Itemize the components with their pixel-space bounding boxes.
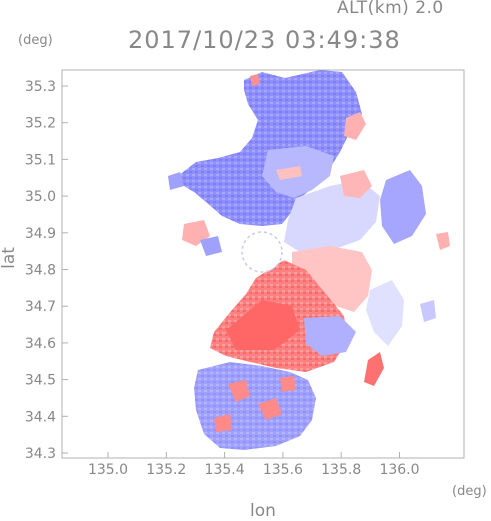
echo-blue-southeast bbox=[304, 316, 356, 356]
y-unit-label: (deg) bbox=[18, 33, 53, 48]
y-tick-label: 34.6 bbox=[25, 336, 56, 352]
x-axis-title: lon bbox=[250, 501, 276, 521]
echo-east-blue bbox=[380, 170, 426, 244]
echo-nw-speck bbox=[250, 74, 260, 86]
altitude-label: ALT(km) 2.0 bbox=[337, 0, 444, 18]
echo-south-tail bbox=[194, 362, 316, 450]
echo-central-pink-band bbox=[292, 246, 372, 312]
x-tick-label: 135.4 bbox=[205, 462, 245, 478]
echo-pink-streak-2 bbox=[276, 166, 302, 180]
x-unit-label: (deg) bbox=[452, 484, 487, 499]
y-tick-label: 34.7 bbox=[25, 299, 56, 315]
echo-red-core bbox=[226, 300, 300, 350]
echo-central-mixed bbox=[284, 180, 380, 252]
echo-east-pink bbox=[340, 170, 372, 198]
y-tick-label: 34.3 bbox=[25, 446, 56, 462]
y-axis-ticks: 35.3 35.2 35.1 35.0 34.9 34.8 34.7 34.6 34.5 34.4… bbox=[25, 79, 68, 462]
y-tick-label: 34.5 bbox=[25, 373, 56, 389]
echo-east-pale bbox=[366, 280, 404, 346]
echo-south-red-patches bbox=[214, 376, 296, 432]
echo-field bbox=[168, 70, 450, 450]
x-tick-label: 135.2 bbox=[146, 462, 186, 478]
y-tick-label: 34.9 bbox=[25, 226, 56, 242]
y-tick-label: 35.0 bbox=[25, 189, 56, 205]
plot-frame bbox=[61, 69, 465, 459]
echo-far-east-pink bbox=[436, 232, 450, 250]
echo-pink-north-streak bbox=[344, 112, 366, 140]
y-tick-label: 35.1 bbox=[25, 152, 56, 168]
y-tick-label: 34.8 bbox=[25, 263, 56, 279]
x-tick-label: 135.8 bbox=[321, 462, 361, 478]
x-tick-label: 135.6 bbox=[263, 462, 303, 478]
timestamp: 2017/10/23 03:49:38 bbox=[128, 26, 401, 54]
y-tick-label: 35.2 bbox=[25, 116, 56, 132]
x-tick-label: 136.0 bbox=[379, 462, 419, 478]
radar-site-ring bbox=[241, 231, 283, 273]
y-tick-label: 34.4 bbox=[25, 409, 56, 425]
y-tick-label: 35.3 bbox=[25, 79, 56, 95]
echo-west-blue-fragments bbox=[168, 172, 222, 256]
echo-blue-north bbox=[178, 70, 362, 226]
echo-far-east-pale bbox=[420, 300, 436, 322]
echo-east-red-spot bbox=[364, 352, 384, 386]
x-tick-label: 135.0 bbox=[88, 462, 128, 478]
x-axis-ticks: 135.0 135.2 135.4 135.6 135.8 136.0 bbox=[88, 452, 420, 478]
